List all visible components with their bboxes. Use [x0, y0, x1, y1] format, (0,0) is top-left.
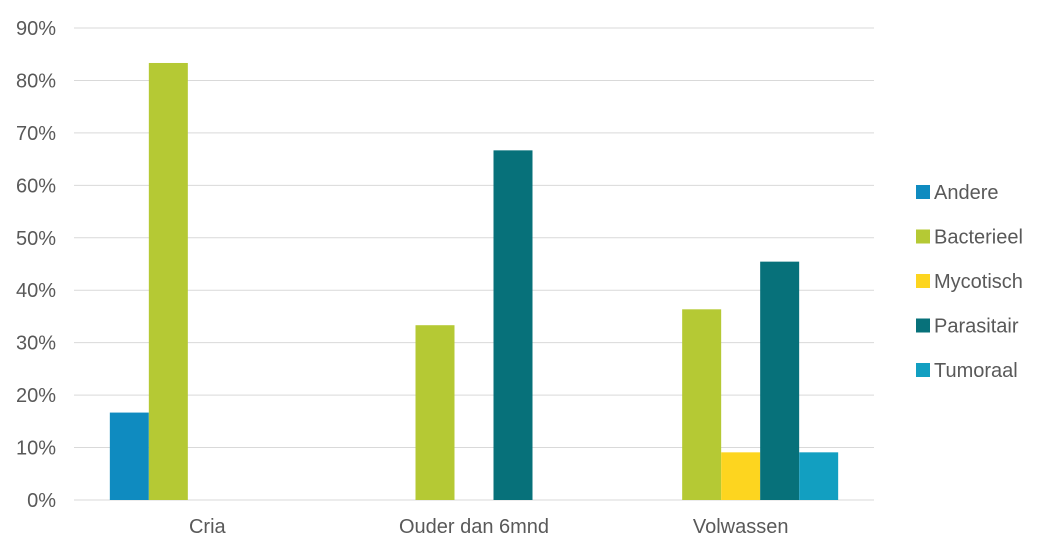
y-tick-label: 30% — [16, 333, 56, 355]
legend: Andere Bacterieel Mycotisch Parasitair Tumor… — [916, 182, 1023, 382]
bar-mycotisch-volwassen — [721, 452, 761, 500]
y-tick-label: 20% — [16, 385, 56, 407]
y-tick-label: 60% — [16, 175, 56, 197]
x-category-label: Ouder dan 6mnd — [399, 516, 549, 538]
legend-label: Tumoraal — [934, 360, 1018, 382]
legend-swatch — [916, 318, 930, 333]
y-tick-label: 90% — [16, 18, 56, 40]
x-axis-category-labels: Cria Ouder dan 6mnd Volwassen — [189, 516, 788, 538]
bar-bacterieel-volwassen — [682, 309, 722, 500]
gridlines — [74, 27, 874, 501]
y-tick-label: 70% — [16, 123, 56, 145]
y-tick-label: 80% — [16, 70, 56, 92]
legend-label: Mycotisch — [934, 271, 1023, 293]
x-category-label: Cria — [189, 516, 227, 538]
x-category-label: Volwassen — [693, 516, 789, 538]
bar-bacterieel-ouder-dan-6mnd — [415, 325, 455, 500]
y-axis-tick-labels: 0% 10% 20% 30% 40% 50% 60% 70% 80% 90% — [16, 18, 56, 512]
bar-parasitair-ouder-dan-6mnd — [493, 150, 533, 500]
bar-parasitair-volwassen — [760, 261, 800, 500]
legend-label: Bacterieel — [934, 227, 1023, 249]
y-tick-label: 0% — [27, 490, 56, 512]
bars — [109, 62, 839, 501]
legend-swatch — [916, 363, 930, 377]
legend-swatch — [916, 185, 930, 199]
bar-bacterieel-cria — [148, 62, 188, 501]
legend-swatch — [916, 229, 930, 244]
y-tick-label: 40% — [16, 280, 56, 302]
legend-label: Andere — [934, 182, 999, 204]
bar-andere-cria — [109, 412, 149, 500]
y-tick-label: 10% — [16, 438, 56, 460]
legend-label: Parasitair — [934, 316, 1019, 338]
y-tick-label: 50% — [16, 228, 56, 250]
bar-tumoraal-volwassen — [799, 452, 839, 500]
legend-swatch — [916, 274, 930, 288]
